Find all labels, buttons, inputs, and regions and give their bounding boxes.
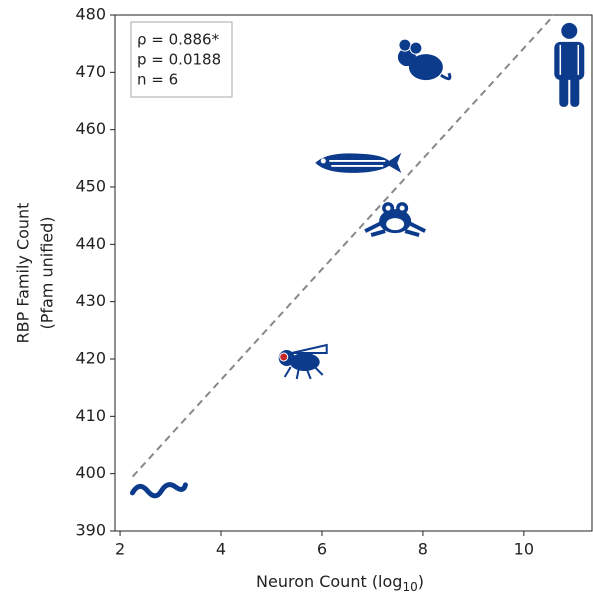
- icon-part: [554, 41, 585, 80]
- x-tick-label: 4: [216, 540, 226, 559]
- icon-part: [399, 205, 405, 211]
- point: [397, 38, 452, 81]
- icon-part: [559, 74, 569, 107]
- y-tick-label: 410: [75, 406, 106, 425]
- icon-part: [561, 22, 578, 39]
- point: [129, 482, 188, 499]
- icon-part: [329, 160, 386, 167]
- annotation-box: [130, 21, 233, 98]
- point: [554, 22, 585, 107]
- trend-line: [131, 14, 555, 478]
- icon-part: [559, 44, 580, 75]
- y-label-line: RBP Family Count: [14, 203, 33, 344]
- y-label-line: (Pfam unified): [38, 216, 57, 329]
- y-tick-label: 420: [75, 349, 106, 368]
- icon-part: [279, 352, 289, 362]
- annotation: p = 0.0188: [137, 51, 221, 69]
- x-label-suffix: ): [418, 572, 424, 591]
- icon-part: [315, 152, 402, 173]
- x-label-text: Neuron Count (log: [256, 572, 402, 591]
- y-axis-label: RBP Family Count (Pfam unified): [14, 203, 57, 344]
- icon-part: [440, 72, 452, 81]
- y-tick-label: 470: [75, 62, 106, 81]
- icon-part: [398, 38, 412, 52]
- annotation: ρ = 0.886*: [137, 31, 220, 49]
- y-tick-label: 440: [75, 234, 106, 253]
- icon-part: [320, 158, 326, 164]
- y-tick-label: 430: [75, 291, 106, 310]
- x-tick-label: 8: [418, 540, 428, 559]
- y-tick-label: 480: [75, 5, 106, 24]
- y-tick-label: 400: [75, 463, 106, 482]
- y-tick-label: 460: [75, 119, 106, 138]
- x-tick-label: 10: [514, 540, 534, 559]
- plot-frame: [114, 14, 593, 532]
- y-tick-label: 390: [75, 521, 106, 540]
- icon-part: [289, 353, 320, 371]
- icon-part: [385, 205, 391, 211]
- x-axis-label: Neuron Count (log10): [256, 572, 424, 594]
- x-tick-label: 6: [317, 540, 327, 559]
- icon-part: [386, 218, 405, 231]
- y-tick-label: 450: [75, 177, 106, 196]
- icon-part: [283, 366, 324, 380]
- icon-part: [129, 482, 188, 499]
- icon-part: [570, 74, 580, 107]
- annotation: n = 6: [137, 71, 178, 89]
- icon-part: [291, 343, 328, 354]
- icon-part: [409, 41, 423, 55]
- x-tick-label: 2: [115, 540, 125, 559]
- x-label-subscript: 10: [402, 580, 417, 594]
- icon-part: [408, 54, 443, 81]
- point: [278, 343, 328, 380]
- point: [364, 202, 427, 238]
- icon-part: [364, 221, 427, 238]
- point: [315, 152, 402, 173]
